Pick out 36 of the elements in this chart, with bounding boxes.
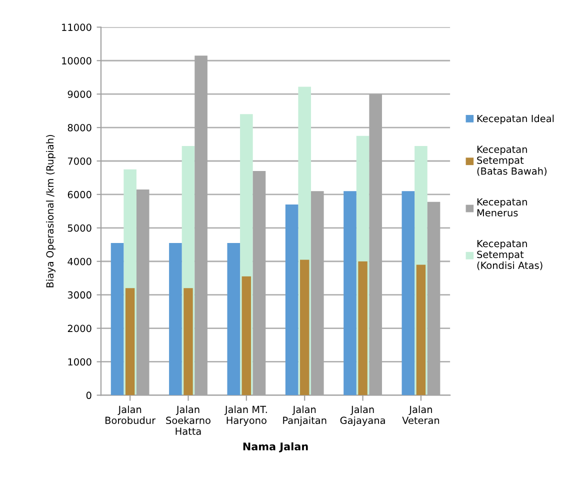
legend-label: Kecepatan Menerus xyxy=(477,198,527,216)
legend-label: Kecepatan Setempat (Kondisi Atas) xyxy=(477,240,542,270)
bar xyxy=(344,191,356,396)
y-tick-label: 8000 xyxy=(68,124,92,132)
bar xyxy=(227,242,240,396)
bar xyxy=(169,242,182,396)
x-tick-label: Jalan Veteran xyxy=(402,406,440,424)
y-axis-title: Biaya Operasional /km (Rupiah) xyxy=(46,135,56,288)
bar xyxy=(416,264,426,396)
x-tick-label: Jalan Gajayana xyxy=(340,406,385,426)
bar xyxy=(125,288,135,396)
y-tick-label: 3000 xyxy=(68,291,92,299)
y-tick-label: 11000 xyxy=(62,24,92,31)
y-tick-label: 1000 xyxy=(68,358,92,366)
y-tick-label: 4000 xyxy=(68,258,92,266)
bar xyxy=(300,260,310,396)
bar xyxy=(285,204,298,396)
legend-label: Kecepatan Ideal xyxy=(477,114,554,124)
y-tick-label: 5000 xyxy=(68,224,92,232)
bar xyxy=(184,288,193,396)
x-tick-label: Jalan Borobudur xyxy=(106,406,156,424)
y-tick-label: 9000 xyxy=(68,90,92,98)
y-tick-label: 2000 xyxy=(68,324,92,332)
legend-label: Kecepatan Setempat (Batas Bawah) xyxy=(477,146,546,176)
y-tick-label: 0 xyxy=(86,392,92,400)
x-tick-label: Jalan MT. Haryono xyxy=(224,406,267,426)
y-tick-label: 10000 xyxy=(62,57,92,64)
bar xyxy=(110,242,124,396)
bar xyxy=(242,276,252,396)
x-tick-label: Jalan Panjaitan xyxy=(283,406,326,426)
bar xyxy=(402,191,415,396)
y-tick-label: 6000 xyxy=(68,190,92,198)
bar xyxy=(358,261,368,396)
x-tick-label: Jalan Soekarno Hatta xyxy=(166,406,210,435)
x-axis-title: Nama Jalan xyxy=(243,442,308,452)
y-tick-label: 7000 xyxy=(68,157,92,165)
